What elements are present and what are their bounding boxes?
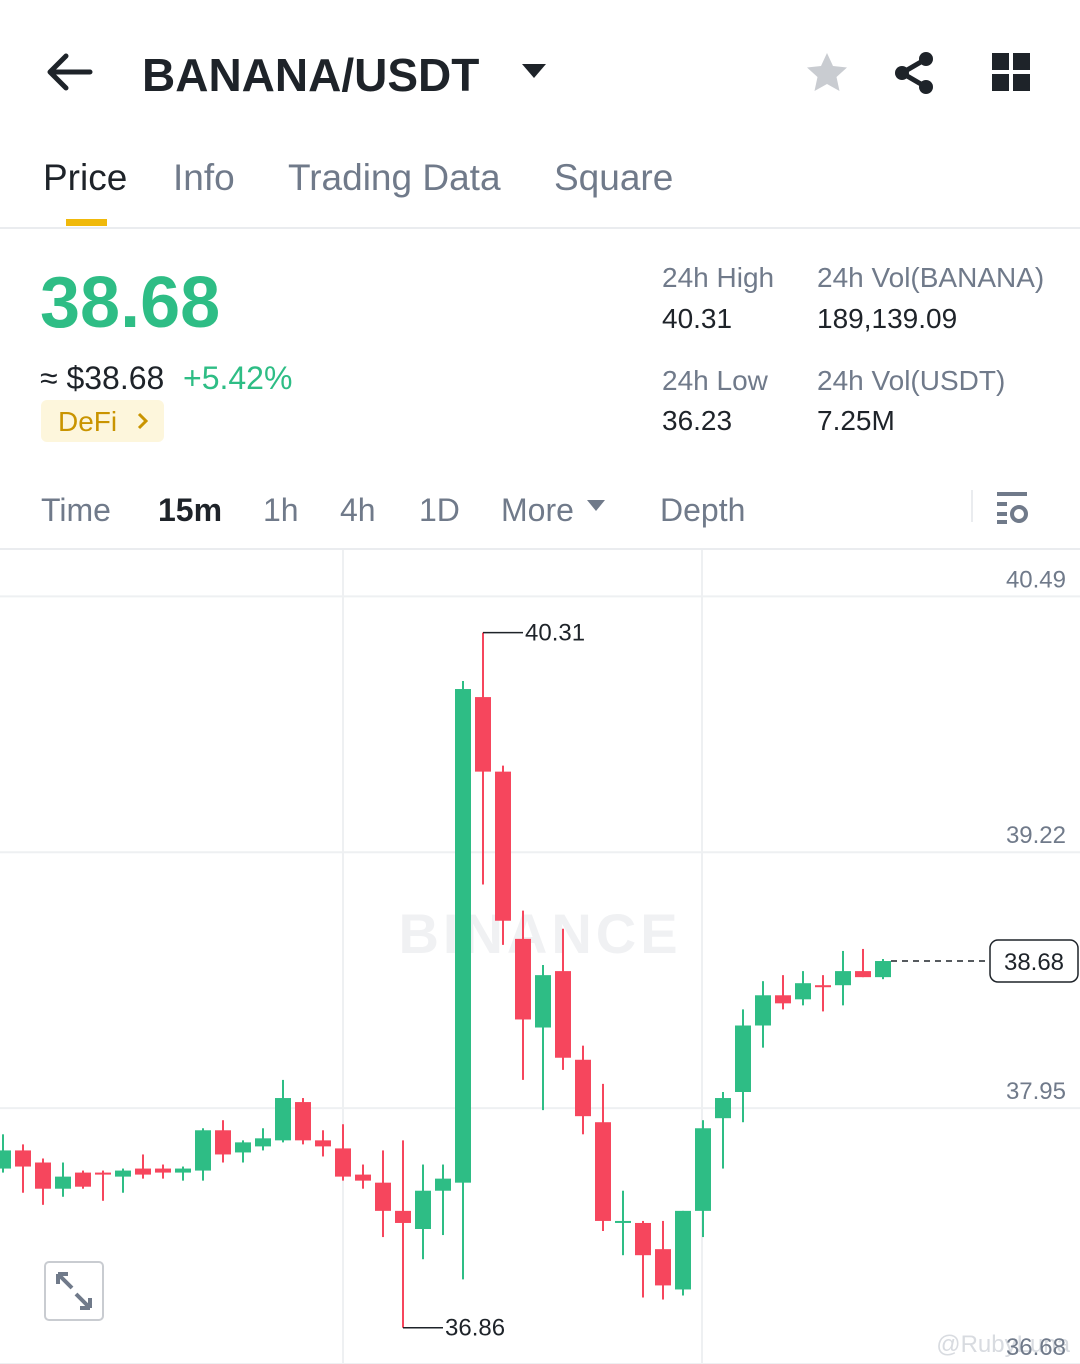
expand-button[interactable]: [44, 1261, 104, 1321]
dropdown-icon[interactable]: [520, 62, 548, 82]
candle-body: [755, 995, 771, 1026]
candle-body: [675, 1210, 691, 1290]
y-tick-label: 40.49: [1006, 566, 1066, 593]
candle-body: [515, 938, 531, 1020]
tag-label[interactable]: DeFi: [58, 406, 118, 437]
candle-body: [155, 1168, 171, 1173]
last-price: 38.68: [40, 263, 221, 343]
interval[interactable]: 1D: [419, 492, 460, 528]
stat-value: 189,139.09: [817, 303, 958, 334]
tab[interactable]: Trading Data: [288, 157, 501, 198]
candle-body: [15, 1150, 31, 1167]
more-arrow: [587, 500, 605, 511]
candle-body: [395, 1210, 411, 1223]
candle-body: [55, 1176, 71, 1189]
tab[interactable]: Info: [173, 157, 235, 198]
candle-body: [115, 1170, 131, 1177]
candle-body: [175, 1168, 191, 1173]
candle-body: [575, 1059, 591, 1117]
stat-label: 24h Vol(USDT): [817, 365, 1006, 396]
stat-value: 36.23: [662, 405, 733, 436]
interval[interactable]: 4h: [340, 492, 376, 528]
pair-title[interactable]: BANANA/USDT: [142, 49, 480, 101]
divider: [0, 548, 1080, 550]
candle-body: [275, 1098, 291, 1141]
candle-body: [295, 1102, 311, 1141]
candle-body: [855, 971, 871, 978]
expand-icon: [56, 1272, 92, 1310]
candle-body: [235, 1142, 251, 1153]
candle-body: [715, 1098, 731, 1119]
y-tick-label: 36.68: [1006, 1334, 1066, 1361]
watermark: BINANCE: [398, 902, 681, 965]
y-tick-label: 39.22: [1006, 822, 1066, 849]
stat-label: 24h Low: [662, 365, 768, 396]
candle-body: [95, 1172, 111, 1175]
low-label: 36.86: [445, 1315, 505, 1342]
favorite-icon[interactable]: [804, 50, 850, 96]
tab[interactable]: Square: [554, 157, 674, 198]
back-icon[interactable]: [44, 52, 94, 92]
candle-body: [335, 1148, 351, 1177]
candle-body: [835, 971, 851, 986]
candle-body: [875, 961, 891, 978]
candle-body: [375, 1182, 391, 1211]
candle-body: [555, 971, 571, 1058]
tab[interactable]: Price: [43, 157, 128, 198]
price-change: +5.42%: [183, 360, 293, 396]
high-label: 40.31: [525, 620, 585, 647]
candle-body: [195, 1130, 211, 1171]
stat-value: 40.31: [662, 303, 733, 334]
interval[interactable]: 15m: [158, 492, 223, 528]
grid-icon[interactable]: [992, 53, 1032, 93]
tab-indicator: [66, 219, 107, 226]
tag-chip[interactable]: [41, 400, 164, 442]
candle-body: [795, 983, 811, 1000]
interval[interactable]: Depth: [660, 492, 746, 528]
candle-body: [635, 1222, 651, 1256]
candle-body: [535, 975, 551, 1028]
candle-body: [695, 1128, 711, 1211]
chevron-icon: [137, 412, 149, 430]
candle-body: [0, 1150, 11, 1169]
settings-icon[interactable]: [995, 490, 1031, 526]
candle-body: [595, 1122, 611, 1221]
watermark: @RubyLuna: [936, 1331, 1070, 1358]
candle-body: [355, 1174, 371, 1181]
candle-body: [315, 1140, 331, 1147]
candle-body: [775, 995, 791, 1004]
last-price-box: [989, 939, 1079, 983]
last-price-label: 38.68: [1004, 949, 1064, 976]
usd-price: ≈ $38.68: [40, 360, 165, 396]
candle-body: [655, 1249, 671, 1286]
candle-body: [75, 1172, 91, 1187]
candle-body: [735, 1025, 751, 1092]
share-icon[interactable]: [892, 50, 938, 96]
candle-body: [455, 689, 471, 1183]
interval[interactable]: More: [501, 492, 574, 528]
candle-body: [135, 1168, 151, 1175]
stat-label: 24h High: [662, 262, 775, 293]
candle-body: [475, 697, 491, 772]
interval[interactable]: 1h: [263, 492, 299, 528]
stat-label: 24h Vol(BANANA): [817, 262, 1045, 293]
stat-value: 7.25M: [817, 405, 895, 436]
candlestick-chart: BINANCE @RubyLuna 36.68 37.95 39.22 40.49 40…: [0, 550, 1080, 1364]
candle-body: [615, 1220, 631, 1223]
candle-body: [435, 1178, 451, 1191]
interval[interactable]: Time: [41, 492, 111, 528]
candle-body: [495, 771, 511, 921]
candle-body: [215, 1130, 231, 1155]
candle-body: [415, 1190, 431, 1230]
y-tick-label: 37.95: [1006, 1078, 1066, 1105]
candle-body: [255, 1138, 271, 1147]
separator: [971, 490, 973, 522]
candle-body: [35, 1162, 51, 1189]
candle-body: [815, 985, 831, 988]
divider: [0, 227, 1080, 229]
